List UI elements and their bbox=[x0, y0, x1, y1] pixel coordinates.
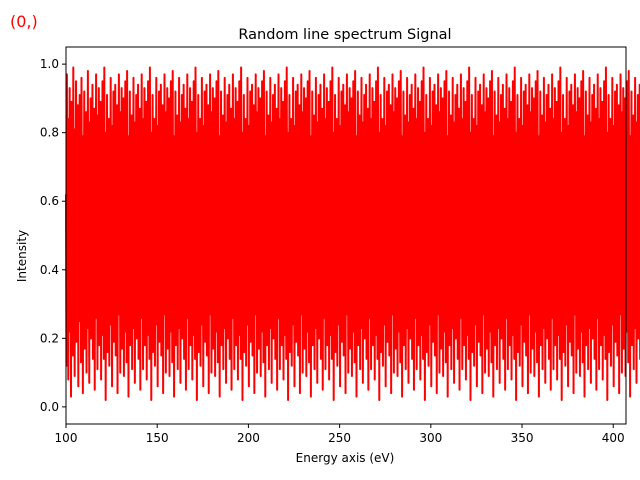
corner-index-label: (0,) bbox=[10, 12, 38, 31]
y-tick-label: 0.0 bbox=[40, 400, 59, 414]
plot-area bbox=[65, 46, 640, 425]
y-tick-label: 1.0 bbox=[40, 57, 59, 71]
y-tick-label: 0.2 bbox=[40, 331, 59, 345]
x-tick-label: 350 bbox=[511, 431, 534, 445]
x-tick-label: 200 bbox=[237, 431, 260, 445]
x-tick-label: 150 bbox=[146, 431, 169, 445]
x-tick-label: 100 bbox=[55, 431, 78, 445]
axes-frame bbox=[65, 46, 627, 425]
y-axis-ticks: 0.0 0.2 0.4 0.6 0.8 1.0 bbox=[40, 57, 66, 414]
x-axis-label: Energy axis (eV) bbox=[296, 451, 395, 465]
x-axis-ticks: 100 150 200 250 300 350 400 bbox=[55, 424, 625, 445]
y-tick-label: 0.4 bbox=[40, 263, 59, 277]
y-axis-label: Intensity bbox=[15, 230, 29, 282]
y-tick-label: 0.6 bbox=[40, 194, 59, 208]
chart-title: Random line spectrum Signal bbox=[238, 27, 451, 43]
y-tick-label: 0.8 bbox=[40, 126, 59, 140]
x-tick-label: 300 bbox=[419, 431, 442, 445]
x-tick-label: 400 bbox=[602, 431, 625, 445]
series-line-0 bbox=[65, 66, 640, 402]
x-tick-label: 250 bbox=[328, 431, 351, 445]
